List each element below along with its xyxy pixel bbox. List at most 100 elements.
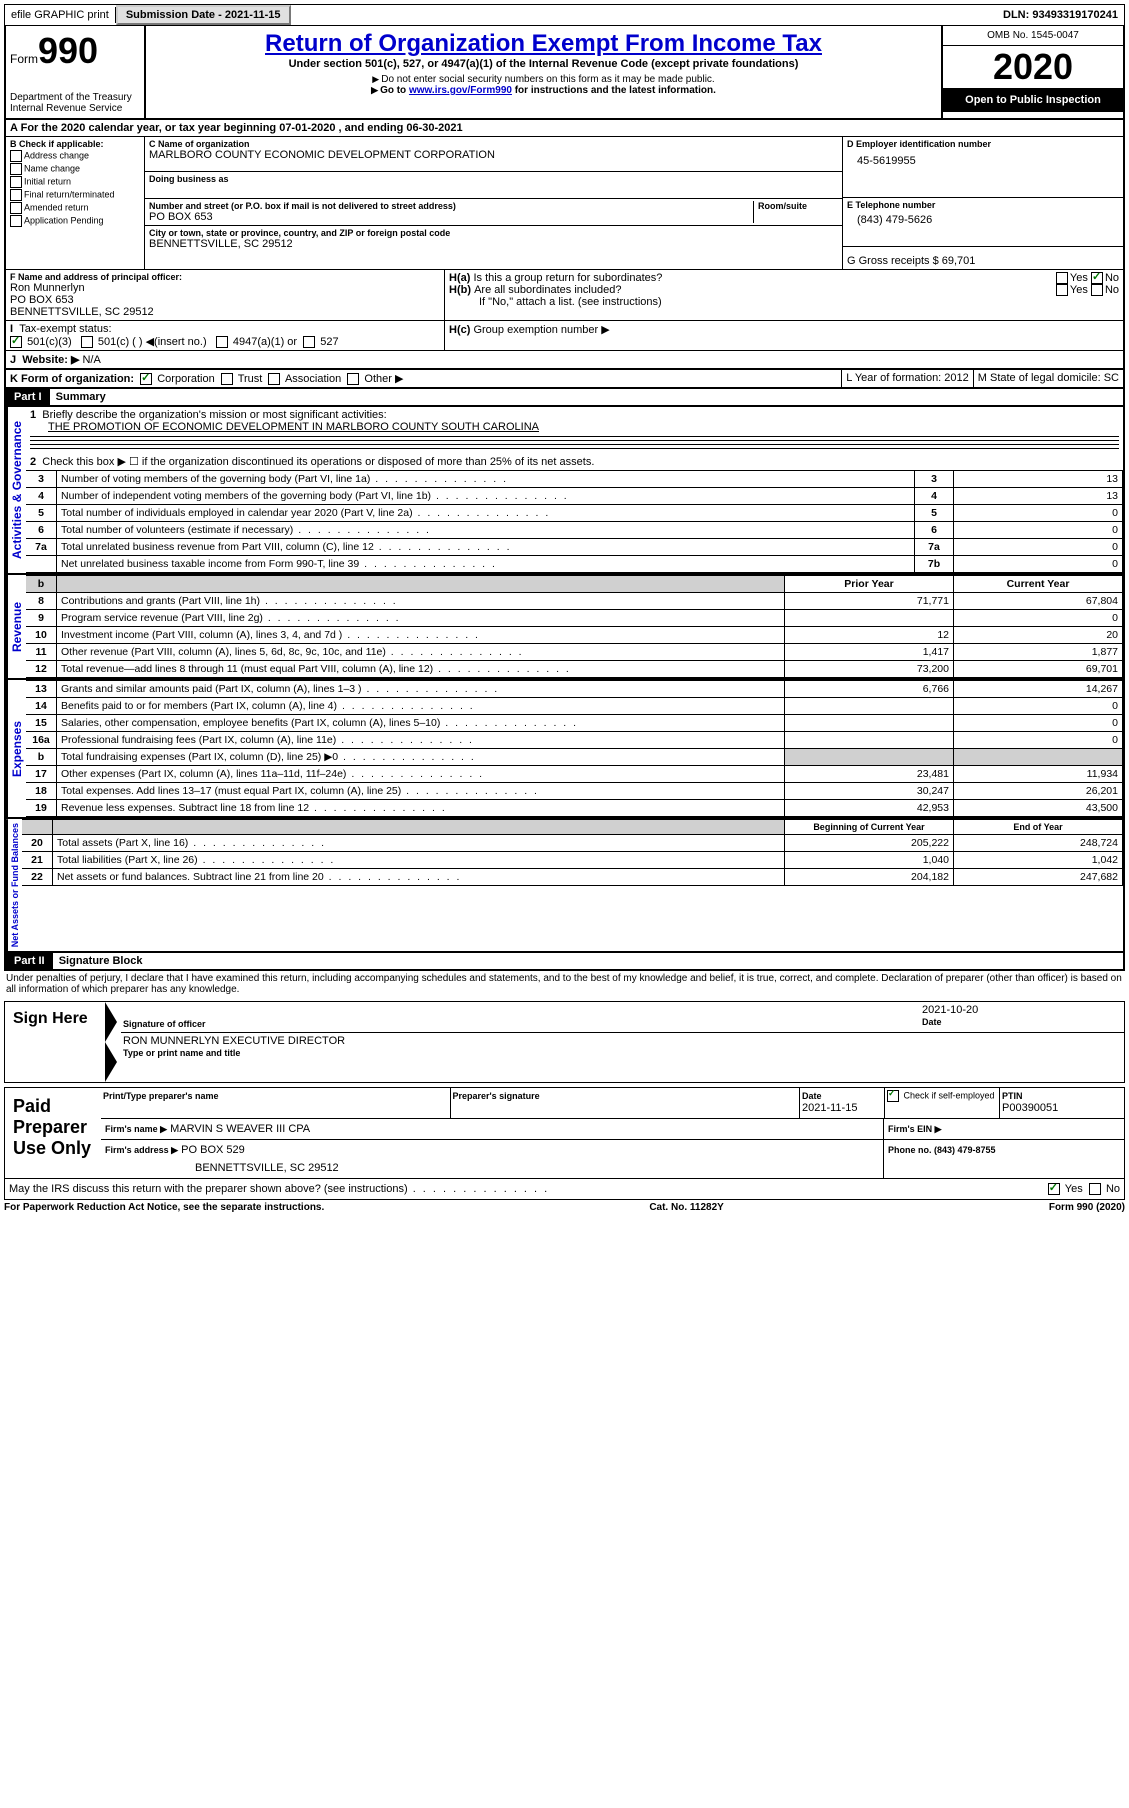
officer-name: Ron Munnerlyn <box>10 282 440 294</box>
table-row: 16aProfessional fundraising fees (Part I… <box>26 732 1123 749</box>
part-i-tag: Part I <box>6 389 50 405</box>
corp-checkbox[interactable] <box>140 373 152 385</box>
table-row: 3Number of voting members of the governi… <box>26 471 1123 488</box>
table-row: 18Total expenses. Add lines 13–17 (must … <box>26 783 1123 800</box>
check-final-return[interactable]: Final return/terminated <box>10 189 140 201</box>
section-d-label: D Employer identification number <box>847 139 1119 149</box>
table-row: 6Total number of volunteers (estimate if… <box>26 522 1123 539</box>
527-checkbox[interactable] <box>303 336 315 348</box>
table-row: 21Total liabilities (Part X, line 26)1,0… <box>22 852 1123 869</box>
section-c-name-label: C Name of organization <box>149 139 838 149</box>
org-name: MARLBORO COUNTY ECONOMIC DEVELOPMENT COR… <box>149 149 838 161</box>
governance-section: Activities & Governance 1 Briefly descri… <box>4 407 1125 575</box>
check-amended[interactable]: Amended return <box>10 202 140 214</box>
ptin-label: PTIN <box>1002 1091 1023 1101</box>
trust-checkbox[interactable] <box>221 373 233 385</box>
discuss-label: May the IRS discuss this return with the… <box>9 1183 1048 1195</box>
ha-no-checkbox[interactable] <box>1091 272 1103 284</box>
501c3-checkbox[interactable] <box>10 336 22 348</box>
begin-year-header: Beginning of Current Year <box>785 820 954 835</box>
phone-value: (843) 479-5626 <box>847 210 1119 226</box>
sig-officer-label: Signature of officer <box>123 1019 206 1029</box>
rev-vertical-label: Revenue <box>6 575 26 678</box>
form-number: 990 <box>38 30 98 71</box>
sign-here-label: Sign Here <box>5 1002 101 1082</box>
line1-label: Briefly describe the organization's miss… <box>42 409 386 421</box>
footer: For Paperwork Reduction Act Notice, see … <box>4 1202 1125 1213</box>
check-application-pending[interactable]: Application Pending <box>10 215 140 227</box>
footer-left: For Paperwork Reduction Act Notice, see … <box>4 1202 324 1213</box>
discuss-no-checkbox[interactable] <box>1089 1183 1101 1195</box>
net-vertical-label: Net Assets or Fund Balances <box>6 819 22 951</box>
table-row: bTotal fundraising expenses (Part IX, co… <box>26 749 1123 766</box>
dept-label: Department of the Treasury <box>10 92 140 103</box>
table-row: 7aTotal unrelated business revenue from … <box>26 539 1123 556</box>
ptin-value: P00390051 <box>1002 1102 1058 1114</box>
street-label: Number and street (or P.O. box if mail i… <box>149 201 753 211</box>
rev-table: b Prior Year Current Year 8Contributions… <box>26 575 1123 678</box>
exp-table: 13Grants and similar amounts paid (Part … <box>26 680 1123 817</box>
part-i-title: Summary <box>56 391 106 403</box>
table-row: 8Contributions and grants (Part VIII, li… <box>26 593 1123 610</box>
section-k-label: K Form of organization: <box>10 373 134 385</box>
self-employed-checkbox[interactable] <box>887 1090 899 1102</box>
instructions-link[interactable]: www.irs.gov/Form990 <box>409 85 512 96</box>
hb-no-checkbox[interactable] <box>1091 284 1103 296</box>
name-title-label: Type or print name and title <box>123 1048 240 1058</box>
omb-number: OMB No. 1545-0047 <box>943 26 1123 46</box>
city-value: BENNETTSVILLE, SC 29512 <box>149 238 838 250</box>
h-c-label: Group exemption number ▶ <box>473 324 609 336</box>
public-inspection: Open to Public Inspection <box>943 88 1123 112</box>
table-row: 5Total number of individuals employed in… <box>26 505 1123 522</box>
penalties-text: Under penalties of perjury, I declare th… <box>4 971 1125 997</box>
other-checkbox[interactable] <box>347 373 359 385</box>
assoc-checkbox[interactable] <box>268 373 280 385</box>
paid-prep-label: Paid Preparer Use Only <box>5 1088 101 1178</box>
check-name-change[interactable]: Name change <box>10 163 140 175</box>
submission-date-button[interactable]: Submission Date - 2021-11-15 <box>116 5 291 25</box>
form-prefix: Form <box>10 52 38 66</box>
period-label: A <box>10 122 21 134</box>
table-row: 10Investment income (Part VIII, column (… <box>26 627 1123 644</box>
phone-label: Phone no. (843) 479-8755 <box>888 1145 996 1155</box>
officer-addr2: BENNETTSVILLE, SC 29512 <box>10 306 440 318</box>
table-row: 13Grants and similar amounts paid (Part … <box>26 681 1123 698</box>
table-row: 11Other revenue (Part VIII, column (A), … <box>26 644 1123 661</box>
table-row: 19Revenue less expenses. Subtract line 1… <box>26 800 1123 817</box>
tax-exempt-label: Tax-exempt status: <box>19 323 111 335</box>
part-ii-title: Signature Block <box>59 955 143 967</box>
table-row: 14Benefits paid to or for members (Part … <box>26 698 1123 715</box>
ha-yes-checkbox[interactable] <box>1056 272 1068 284</box>
tax-year: 2020 <box>943 46 1123 88</box>
officer-name-title: RON MUNNERLYN EXECUTIVE DIRECTOR <box>123 1035 1122 1047</box>
section-e-label: E Telephone number <box>847 200 1119 210</box>
prep-name-label: Print/Type preparer's name <box>103 1091 219 1101</box>
check-initial-return[interactable]: Initial return <box>10 176 140 188</box>
firm-addr-label: Firm's address ▶ <box>105 1145 178 1155</box>
check-address-change[interactable]: Address change <box>10 150 140 162</box>
sig-date-value: 2021-10-20 <box>922 1004 1122 1016</box>
sig-date-label: Date <box>922 1017 942 1027</box>
top-bar: efile GRAPHIC print Submission Date - 20… <box>4 4 1125 26</box>
firm-name-label: Firm's name ▶ <box>105 1124 167 1134</box>
section-m: M State of legal domicile: SC <box>974 370 1123 387</box>
firm-addr2: BENNETTSVILLE, SC 29512 <box>105 1156 879 1174</box>
prep-date-value: 2021-11-15 <box>802 1102 857 1114</box>
table-row: 4Number of independent voting members of… <box>26 488 1123 505</box>
current-year-header: Current Year <box>954 576 1123 593</box>
form-title-link[interactable]: Return of Organization Exempt From Incom… <box>265 30 822 57</box>
expenses-section: Expenses 13Grants and similar amounts pa… <box>4 680 1125 819</box>
h-b-note: If "No," attach a list. (see instruction… <box>449 296 1119 308</box>
prep-date-label: Date <box>802 1091 822 1101</box>
firm-ein-label: Firm's EIN ▶ <box>888 1124 942 1134</box>
4947-checkbox[interactable] <box>216 336 228 348</box>
exp-vertical-label: Expenses <box>6 680 26 817</box>
arrow-icon <box>105 1042 117 1082</box>
city-label: City or town, state or province, country… <box>149 228 838 238</box>
hb-yes-checkbox[interactable] <box>1056 284 1068 296</box>
end-year-header: End of Year <box>954 820 1123 835</box>
discuss-yes-checkbox[interactable] <box>1048 1183 1060 1195</box>
period-text: For the 2020 calendar year, or tax year … <box>21 122 463 134</box>
501c-checkbox[interactable] <box>81 336 93 348</box>
officer-addr1: PO BOX 653 <box>10 294 440 306</box>
